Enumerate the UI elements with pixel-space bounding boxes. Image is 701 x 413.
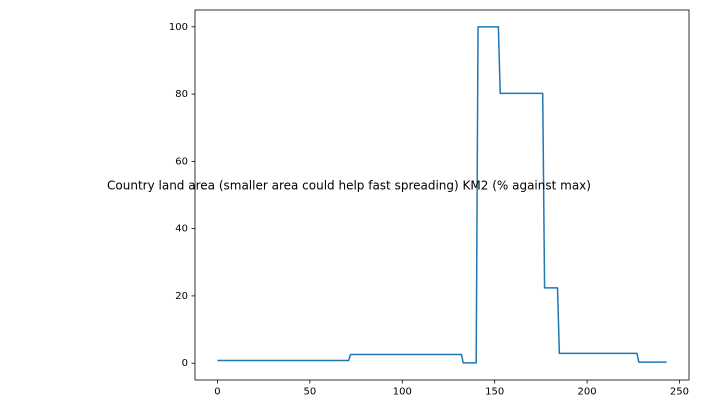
y-tick-label: 0 <box>182 358 188 369</box>
x-tick-label: 200 <box>578 386 597 397</box>
y-axis-ticks: 0 20 40 60 80 100 <box>169 22 195 369</box>
axes-frame <box>194 9 690 381</box>
plot-area <box>194 9 690 381</box>
x-tick-label: 100 <box>393 386 412 397</box>
y-tick-label: 100 <box>169 22 188 33</box>
y-tick-label: 20 <box>175 291 188 302</box>
y-tick-label: 80 <box>175 89 188 100</box>
x-tick-label: 50 <box>303 386 316 397</box>
x-axis-ticks: 0 50 100 150 200 250 <box>214 380 689 397</box>
chart-title: Country land area (smaller area could he… <box>107 179 591 193</box>
y-tick-label: 40 <box>175 224 188 235</box>
x-tick-label: 0 <box>214 386 220 397</box>
x-tick-label: 150 <box>485 386 504 397</box>
x-tick-label: 250 <box>670 386 689 397</box>
y-tick-label: 60 <box>175 156 188 167</box>
series-line <box>217 26 667 364</box>
